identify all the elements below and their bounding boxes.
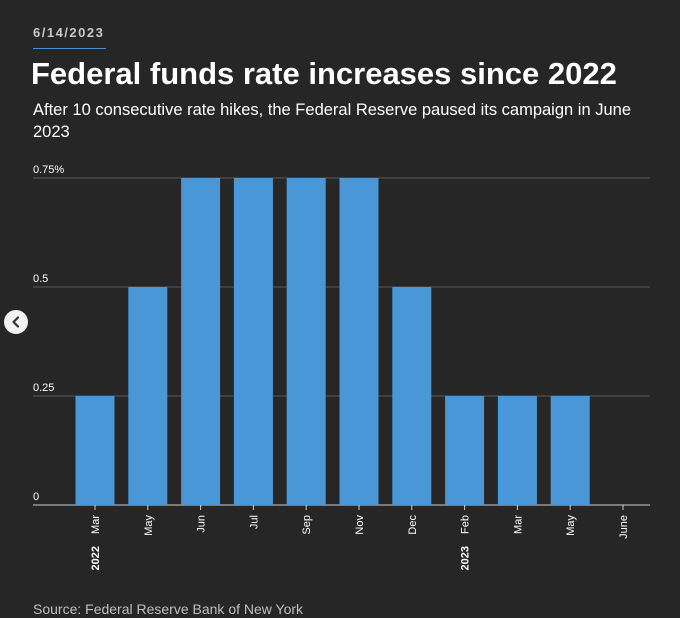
chevron-left-icon: [12, 316, 20, 328]
x-tick-label: Jun: [196, 515, 208, 533]
bar: [550, 396, 590, 505]
x-tick-label: Mar: [90, 515, 102, 534]
chart-subtitle: After 10 consecutive rate hikes, the Fed…: [33, 101, 631, 141]
y-tick-label: 0.75%: [33, 164, 64, 176]
bar: [128, 287, 168, 505]
bar: [75, 396, 115, 505]
previous-slide-button[interactable]: [4, 310, 28, 334]
bar: [339, 178, 379, 505]
x-tick-label: May: [565, 515, 577, 536]
bar: [233, 178, 273, 505]
bar: [392, 287, 432, 505]
x-tick-label: June: [618, 515, 630, 539]
y-tick-label: 0: [33, 491, 39, 503]
bar: [286, 178, 326, 505]
year-label: 2023: [460, 546, 472, 570]
source-note: Source: Federal Reserve Bank of New York: [33, 601, 304, 617]
x-tick-label: Sep: [301, 515, 313, 535]
y-tick-label: 0.25: [33, 382, 54, 394]
x-tick-label: May: [143, 515, 155, 536]
bar: [445, 396, 485, 505]
bar: [497, 396, 537, 505]
date-underline: [33, 48, 106, 49]
x-tick-label: Dec: [407, 515, 419, 535]
date-label: 6/14/2023: [33, 25, 105, 40]
x-tick-label: Jul: [248, 515, 260, 529]
year-label: 2022: [90, 546, 102, 570]
bar-chart: 0 0.25 0.5 0.75% Mar May Jun Jul Sep Nov Dec Feb Mar…: [33, 164, 650, 570]
x-tick-label: Feb: [460, 515, 472, 534]
x-tick-label: Mar: [512, 515, 524, 534]
chart-title: Federal funds rate increases since 2022: [31, 56, 617, 91]
bar: [181, 178, 221, 505]
y-tick-label: 0.5: [33, 273, 48, 285]
x-tick-label: Nov: [354, 515, 366, 535]
